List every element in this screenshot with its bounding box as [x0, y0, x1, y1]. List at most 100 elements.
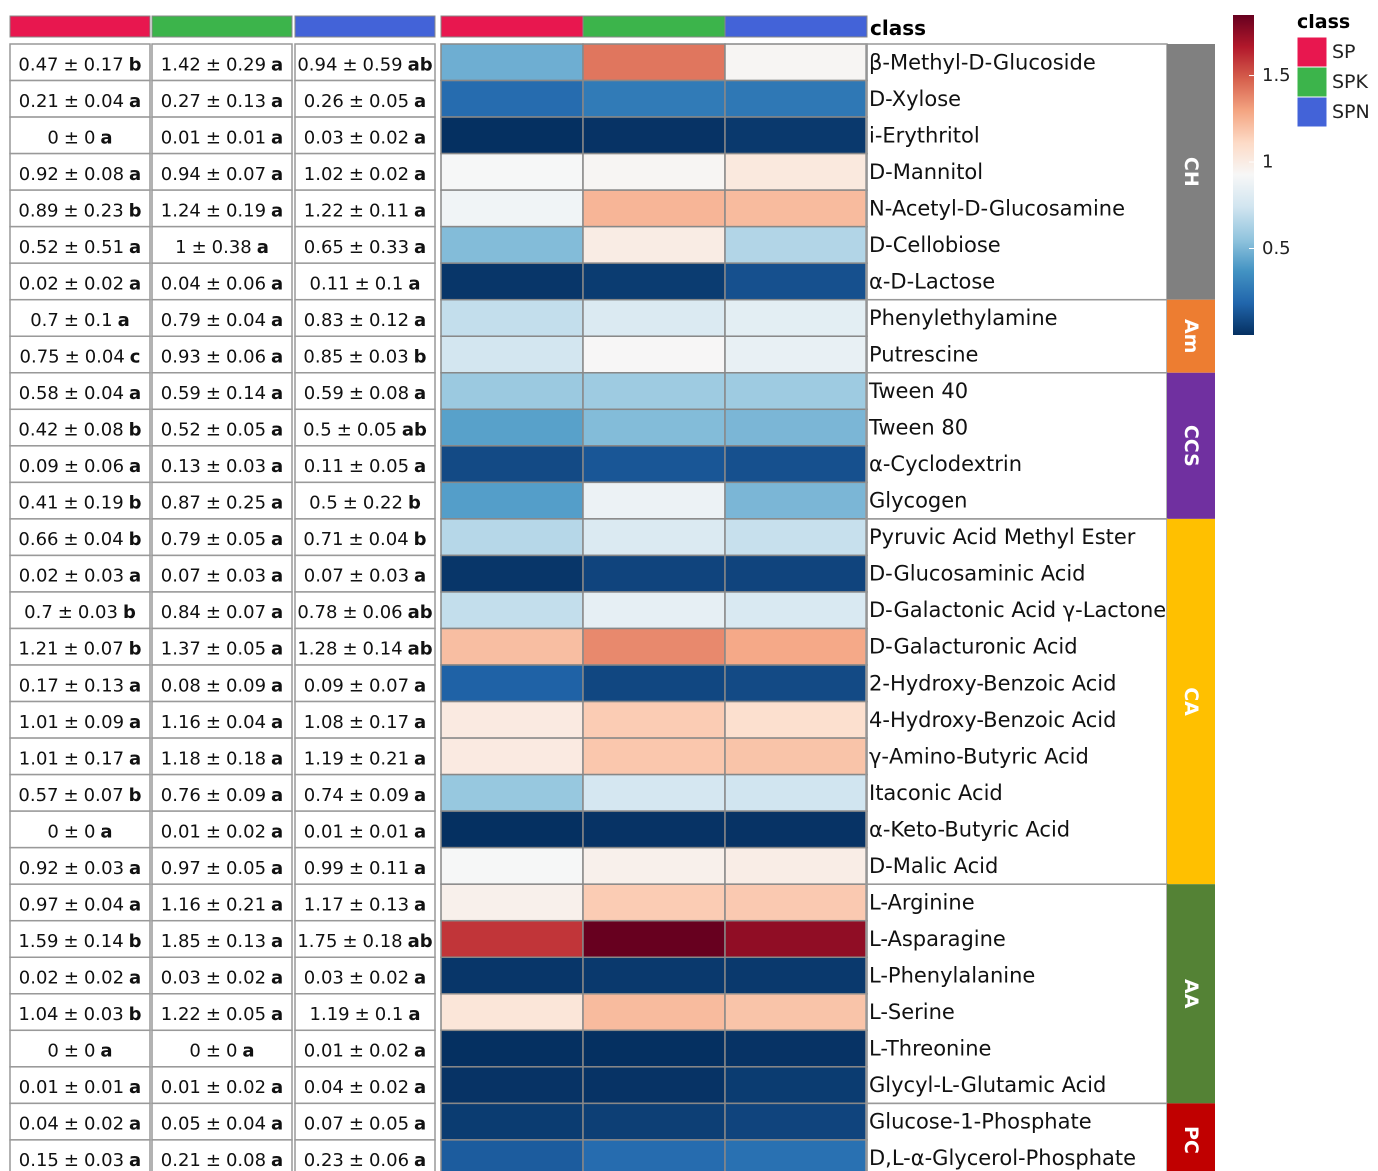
cell-text: 0.59 ±0.08 a	[304, 383, 426, 404]
sd: 0.04	[226, 309, 266, 330]
row-label: Glucose-1-Phosphate	[869, 1110, 1092, 1134]
heat-cell	[724, 189, 868, 228]
sd: 0.08	[84, 419, 124, 440]
cell-text: 0.79 ±0.04 a	[161, 309, 283, 330]
table-cell	[9, 919, 151, 958]
letter: a	[271, 1113, 283, 1134]
sd: 0.05	[226, 857, 266, 878]
letter: b	[129, 529, 142, 550]
cell-text: 0.78 ±0.06 ab	[297, 602, 432, 623]
heat-cell	[582, 298, 726, 337]
cell-text: 0.87 ±0.25 a	[161, 492, 283, 513]
sd: 0.59	[363, 54, 403, 75]
table-cell	[151, 1066, 293, 1105]
sd: 0.02	[369, 163, 409, 184]
cell-text: 0.41 ±0.19 b	[18, 492, 141, 513]
separator: ±	[64, 273, 79, 294]
mean: 0.66	[18, 529, 58, 550]
cell-text: 0.58 ±0.04 a	[19, 383, 141, 404]
letter: b	[129, 200, 142, 221]
treatment-bar	[582, 15, 726, 38]
sd: 0.03	[84, 1004, 124, 1025]
table-cell	[294, 810, 436, 849]
cell-text: 1.01 ±0.17 a	[19, 748, 141, 769]
sd: 0.04	[84, 383, 124, 404]
cell-text: 0.84 ±0.07 a	[161, 602, 283, 623]
table-cell	[294, 956, 436, 995]
letter: a	[271, 821, 283, 842]
mean: 0.23	[304, 1150, 344, 1171]
heat-cell	[582, 700, 726, 739]
cell-text: 0.26 ±0.05 a	[304, 90, 426, 111]
table-cell	[151, 773, 293, 812]
heat-cell	[724, 518, 868, 557]
sd: 0.13	[84, 675, 124, 696]
separator: ±	[349, 784, 364, 805]
mean: 0.41	[18, 492, 58, 513]
letter: b	[129, 1004, 142, 1025]
letter: a	[271, 602, 283, 623]
heat-cell	[582, 993, 726, 1032]
row-label: Tween 80	[868, 416, 968, 440]
separator: ±	[64, 127, 79, 148]
mean: 0.11	[304, 456, 344, 477]
mean: 0.93	[161, 346, 201, 367]
letter: a	[129, 675, 141, 696]
heat-cell	[440, 773, 584, 812]
sd: 0	[84, 821, 95, 842]
sd: 0	[84, 127, 95, 148]
mean: 0.59	[304, 383, 344, 404]
separator: ±	[64, 236, 79, 257]
sd: 0.17	[369, 711, 409, 732]
row-label: L-Threonine	[869, 1037, 991, 1061]
letter: a	[129, 456, 141, 477]
mean: 0.01	[19, 1077, 59, 1098]
heat-cell	[582, 1102, 726, 1141]
treatment-bar	[9, 15, 151, 38]
cell-text: 0.21 ±0.08 a	[161, 1150, 283, 1171]
heat-cell	[440, 518, 584, 557]
letter: a	[118, 309, 130, 330]
row-label: Tween 40	[868, 379, 968, 403]
class-band	[1167, 44, 1215, 300]
heat-cell	[582, 810, 726, 849]
cell-text: 0.07 ±0.05 a	[304, 1113, 426, 1134]
row-label: N-Acetyl-D-Glucosamine	[869, 196, 1125, 220]
heat-cell	[724, 335, 868, 374]
heat-cell	[440, 591, 584, 630]
separator: ±	[64, 1113, 79, 1134]
mean: 0.04	[304, 1077, 344, 1098]
table-cell	[294, 372, 436, 411]
sd: 0.08	[84, 163, 124, 184]
sd: 0.06	[84, 456, 124, 477]
letter: a	[271, 419, 283, 440]
heat-cell	[582, 956, 726, 995]
letter: b	[414, 346, 427, 367]
mean: 0.13	[161, 456, 201, 477]
sd: 0.22	[363, 492, 403, 513]
mean: 0.03	[161, 967, 201, 988]
table-cell	[294, 152, 436, 191]
separator: ±	[206, 821, 221, 842]
separator: ±	[64, 90, 79, 111]
separator: ±	[206, 1150, 221, 1171]
table-cell	[151, 116, 293, 155]
letter: a	[271, 383, 283, 404]
separator: ±	[349, 1077, 364, 1098]
cell-text: 0.02 ±0.02 a	[19, 273, 141, 294]
sd: 0.02	[84, 967, 124, 988]
cell-text: 0.04 ±0.06 a	[161, 273, 283, 294]
separator: ±	[64, 383, 79, 404]
separator: ±	[64, 638, 79, 659]
heat-cell	[724, 79, 868, 118]
legend-swatch	[1296, 66, 1328, 98]
mean: 1.21	[18, 638, 58, 659]
table-cell	[294, 481, 436, 520]
heat-cell	[724, 883, 868, 922]
cell-text: 1.02 ±0.02 a	[304, 163, 426, 184]
heat-cell	[724, 481, 868, 520]
cell-text: 0.7 ±0.03 b	[24, 602, 136, 623]
heat-cell	[724, 846, 868, 885]
sd: 0.18	[363, 930, 403, 951]
cell-text: 0.17 ±0.13 a	[19, 675, 141, 696]
